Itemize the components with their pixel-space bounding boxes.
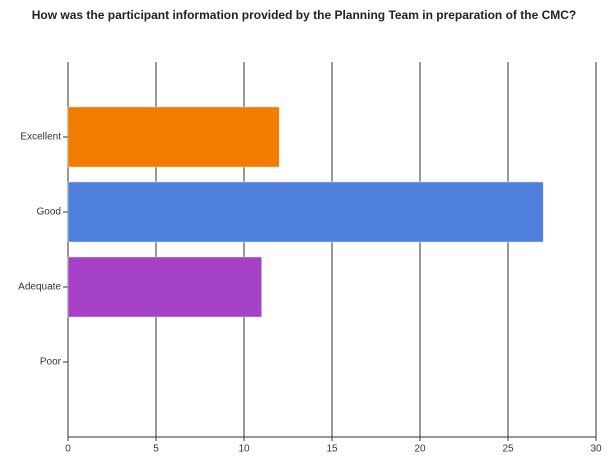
y-tick-label: Good bbox=[37, 207, 61, 218]
x-tick-label: 30 bbox=[590, 444, 602, 455]
x-tick-label: 5 bbox=[153, 444, 159, 455]
y-tick-label: Poor bbox=[40, 357, 62, 368]
chart-title: How was the participant information prov… bbox=[31, 8, 577, 22]
x-tick-label: 15 bbox=[326, 444, 338, 455]
x-tick-label: 20 bbox=[414, 444, 426, 455]
x-tick-label: 25 bbox=[502, 444, 514, 455]
bar bbox=[67, 181, 544, 243]
x-tick-label: 10 bbox=[238, 444, 250, 455]
y-tick-label: Excellent bbox=[20, 132, 61, 143]
y-tick-label: Adequate bbox=[18, 282, 61, 293]
x-tick-label: 0 bbox=[65, 444, 71, 455]
bar bbox=[67, 106, 280, 168]
bar bbox=[67, 256, 262, 318]
